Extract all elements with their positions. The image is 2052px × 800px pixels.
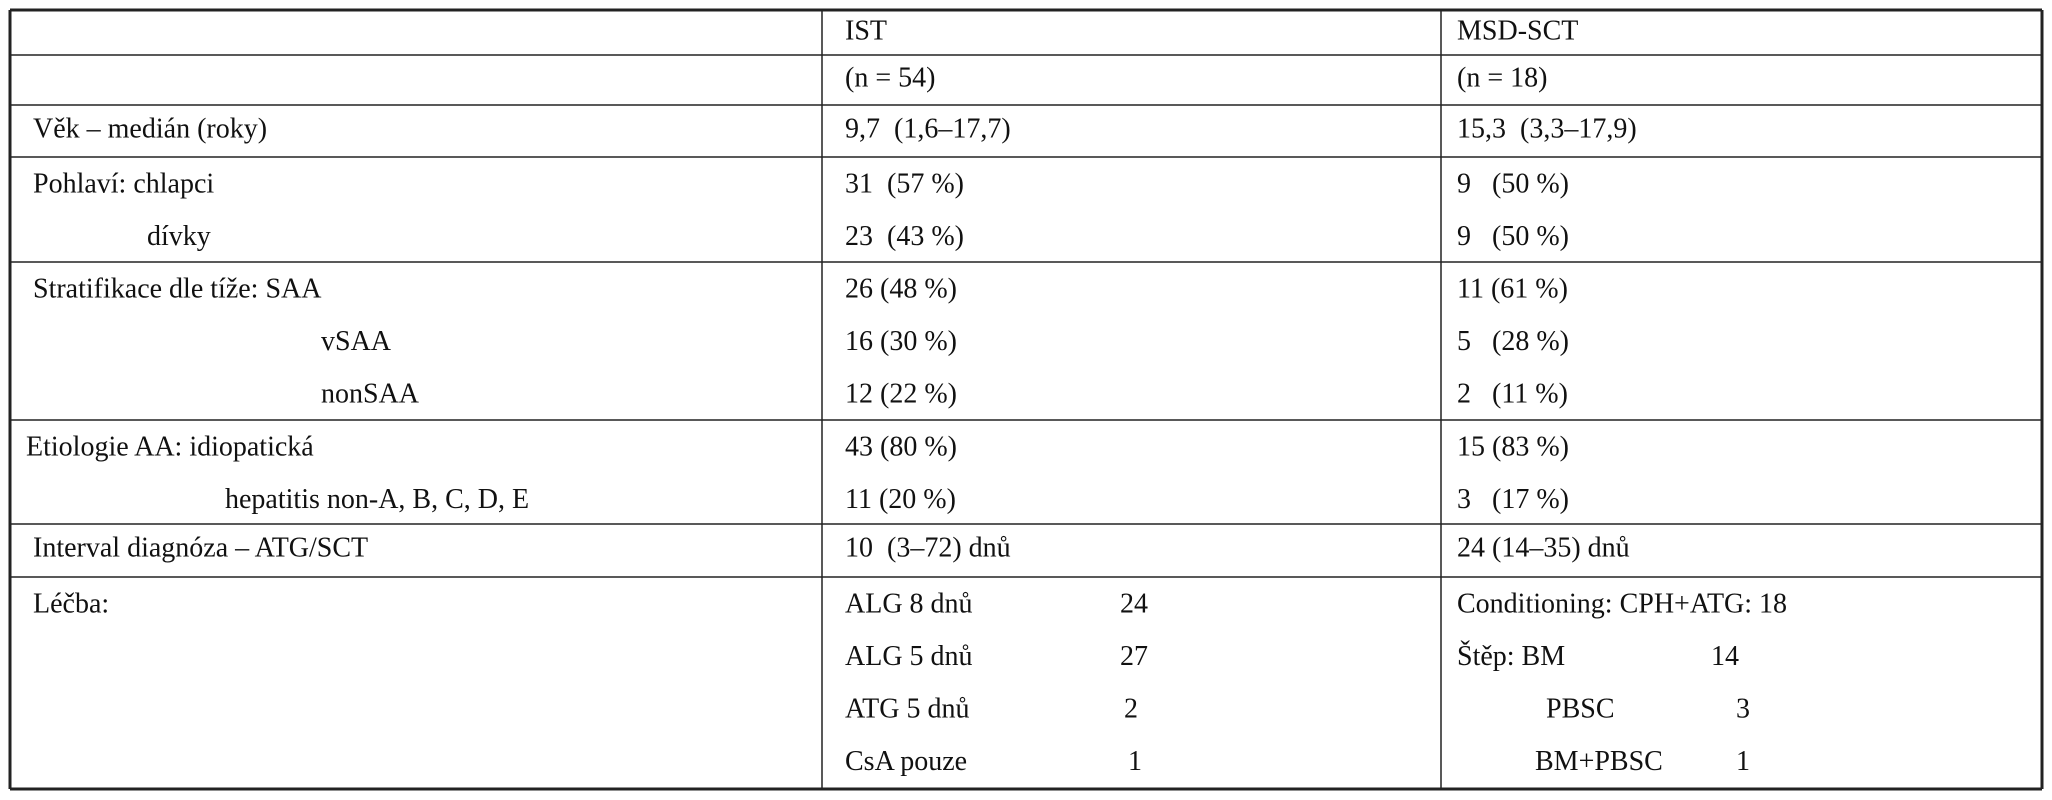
row-label: Etiologie AA: idiopatická — [26, 431, 314, 462]
cell-text: 9 (50 %) — [1457, 221, 1569, 252]
cell-count: 3 — [1736, 693, 1750, 724]
cell-text: 3 (17 %) — [1457, 484, 1569, 515]
cell-text: 10 (3–72) dnů — [845, 532, 1011, 563]
cell-text: 15,3 (3,3–17,9) — [1457, 113, 1637, 144]
cell-text: 5 (28 %) — [1457, 326, 1569, 357]
cell-text: 24 (14–35) dnů — [1457, 532, 1630, 563]
cell-count: 27 — [1120, 641, 1148, 672]
cell-text: BM+PBSC — [1535, 746, 1663, 777]
n-cell: (n = 54) — [845, 62, 935, 93]
cell-text: 16 (30 %) — [845, 326, 957, 357]
cell-text: ATG 5 dnů — [845, 693, 969, 724]
row-label: nonSAA — [321, 378, 420, 409]
cell-text: 2 (11 %) — [1457, 378, 1568, 409]
row-label: Stratifikace dle tíže: SAA — [33, 273, 322, 304]
cell-count: 24 — [1120, 588, 1148, 619]
cell-count: 1 — [1128, 746, 1142, 777]
cell-text: ALG 8 dnů — [845, 588, 973, 619]
row-label: hepatitis non-A, B, C, D, E — [225, 484, 529, 515]
cell-text: Conditioning: CPH+ATG: 18 — [1457, 588, 1787, 619]
header-cell: IST — [845, 15, 887, 46]
cell-count: 14 — [1711, 641, 1739, 672]
cell-text: ALG 5 dnů — [845, 641, 973, 672]
cell-text: 26 (48 %) — [845, 273, 957, 304]
row-label: vSAA — [321, 326, 392, 357]
cell-text: 9 (50 %) — [1457, 168, 1569, 199]
n-cell: (n = 18) — [1457, 62, 1547, 93]
cell-count: 2 — [1124, 693, 1138, 724]
cell-count: 1 — [1736, 746, 1750, 777]
cell-text: Štěp: BM — [1457, 641, 1565, 672]
row-label: Věk – medián (roky) — [33, 113, 267, 144]
cell-text: 31 (57 %) — [845, 168, 964, 199]
cell-text: CsA pouze — [845, 746, 967, 777]
cell-text: 15 (83 %) — [1457, 431, 1569, 462]
cell-text: 12 (22 %) — [845, 378, 957, 409]
cell-text: 23 (43 %) — [845, 221, 964, 252]
cell-text: PBSC — [1546, 693, 1615, 724]
cell-text: 11 (61 %) — [1457, 273, 1568, 304]
cell-text: 43 (80 %) — [845, 431, 957, 462]
row-label: Pohlaví: chlapci — [33, 168, 214, 199]
row-label: Léčba: — [33, 588, 109, 619]
cell-text: 9,7 (1,6–17,7) — [845, 113, 1011, 144]
cell-text: 11 (20 %) — [845, 484, 956, 515]
row-label: Interval diagnóza – ATG/SCT — [33, 532, 368, 563]
header-cell: MSD-SCT — [1457, 15, 1578, 46]
row-label: dívky — [147, 221, 211, 252]
